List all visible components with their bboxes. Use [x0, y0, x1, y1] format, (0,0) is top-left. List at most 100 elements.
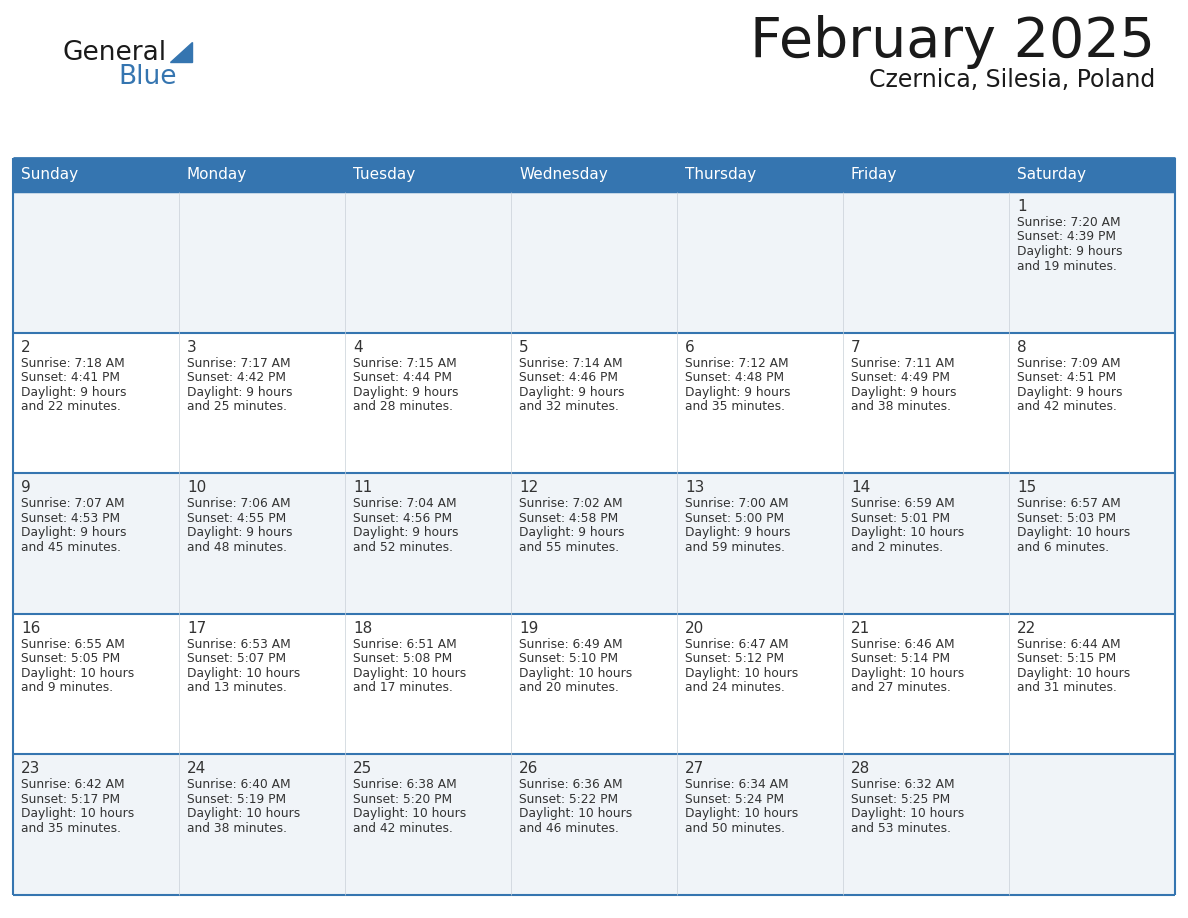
Text: and 38 minutes.: and 38 minutes. [851, 400, 952, 413]
Text: Sunset: 5:17 PM: Sunset: 5:17 PM [21, 793, 120, 806]
Text: 24: 24 [187, 761, 207, 777]
Text: and 17 minutes.: and 17 minutes. [353, 681, 453, 694]
Text: Sunset: 4:46 PM: Sunset: 4:46 PM [519, 371, 618, 384]
Text: and 38 minutes.: and 38 minutes. [187, 822, 287, 834]
Text: Sunrise: 6:46 AM: Sunrise: 6:46 AM [851, 638, 955, 651]
Text: 26: 26 [519, 761, 538, 777]
Text: Daylight: 10 hours: Daylight: 10 hours [353, 666, 466, 680]
Text: Sunrise: 7:20 AM: Sunrise: 7:20 AM [1017, 216, 1120, 229]
Text: Sunset: 5:07 PM: Sunset: 5:07 PM [187, 653, 286, 666]
Text: Daylight: 10 hours: Daylight: 10 hours [519, 808, 632, 821]
Text: Sunset: 4:39 PM: Sunset: 4:39 PM [1017, 230, 1116, 243]
Text: and 35 minutes.: and 35 minutes. [21, 822, 121, 834]
Text: February 2025: February 2025 [750, 15, 1155, 69]
Text: General: General [62, 40, 166, 66]
Text: and 20 minutes.: and 20 minutes. [519, 681, 619, 694]
Text: Sunrise: 7:15 AM: Sunrise: 7:15 AM [353, 356, 456, 370]
Text: 2: 2 [21, 340, 31, 354]
Text: and 2 minutes.: and 2 minutes. [851, 541, 943, 554]
Text: Daylight: 9 hours: Daylight: 9 hours [353, 386, 459, 398]
Text: 12: 12 [519, 480, 538, 495]
Text: Daylight: 9 hours: Daylight: 9 hours [21, 526, 126, 539]
Text: Sunset: 5:19 PM: Sunset: 5:19 PM [187, 793, 286, 806]
Text: Daylight: 9 hours: Daylight: 9 hours [519, 386, 625, 398]
Text: Sunset: 4:48 PM: Sunset: 4:48 PM [685, 371, 784, 384]
Text: and 50 minutes.: and 50 minutes. [685, 822, 785, 834]
Text: Sunrise: 6:47 AM: Sunrise: 6:47 AM [685, 638, 789, 651]
Text: Sunrise: 6:44 AM: Sunrise: 6:44 AM [1017, 638, 1120, 651]
Text: Sunday: Sunday [21, 167, 78, 183]
Text: Sunset: 5:12 PM: Sunset: 5:12 PM [685, 653, 784, 666]
Text: 20: 20 [685, 621, 704, 636]
Bar [677, 158, 843, 192]
Text: Sunrise: 7:11 AM: Sunrise: 7:11 AM [851, 356, 955, 370]
Text: Daylight: 9 hours: Daylight: 9 hours [685, 386, 790, 398]
Text: Daylight: 9 hours: Daylight: 9 hours [1017, 386, 1123, 398]
Text: Sunset: 5:14 PM: Sunset: 5:14 PM [851, 653, 950, 666]
Text: and 48 minutes.: and 48 minutes. [187, 541, 287, 554]
Bar [843, 158, 1009, 192]
Text: 23: 23 [21, 761, 40, 777]
Text: 6: 6 [685, 340, 695, 354]
Text: Sunset: 4:51 PM: Sunset: 4:51 PM [1017, 371, 1116, 384]
Text: and 42 minutes.: and 42 minutes. [353, 822, 453, 834]
Text: Daylight: 10 hours: Daylight: 10 hours [851, 808, 965, 821]
Text: Sunrise: 6:42 AM: Sunrise: 6:42 AM [21, 778, 125, 791]
Text: Sunrise: 6:49 AM: Sunrise: 6:49 AM [519, 638, 623, 651]
Text: Sunrise: 7:04 AM: Sunrise: 7:04 AM [353, 498, 456, 510]
Bar [13, 332, 1175, 473]
Text: and 52 minutes.: and 52 minutes. [353, 541, 453, 554]
Text: Sunrise: 6:38 AM: Sunrise: 6:38 AM [353, 778, 456, 791]
Text: Daylight: 9 hours: Daylight: 9 hours [1017, 245, 1123, 258]
Text: Daylight: 9 hours: Daylight: 9 hours [21, 386, 126, 398]
Text: and 22 minutes.: and 22 minutes. [21, 400, 121, 413]
Text: Sunset: 5:24 PM: Sunset: 5:24 PM [685, 793, 784, 806]
Text: Daylight: 10 hours: Daylight: 10 hours [187, 808, 301, 821]
Text: Daylight: 9 hours: Daylight: 9 hours [851, 386, 956, 398]
Text: Sunset: 5:15 PM: Sunset: 5:15 PM [1017, 653, 1117, 666]
Text: and 53 minutes.: and 53 minutes. [851, 822, 952, 834]
Bar [13, 614, 1175, 755]
Text: Sunrise: 7:09 AM: Sunrise: 7:09 AM [1017, 356, 1120, 370]
Text: Daylight: 10 hours: Daylight: 10 hours [851, 666, 965, 680]
Text: Sunset: 5:03 PM: Sunset: 5:03 PM [1017, 511, 1116, 525]
Bar [1009, 158, 1175, 192]
Text: Sunrise: 7:07 AM: Sunrise: 7:07 AM [21, 498, 125, 510]
Text: Sunset: 4:58 PM: Sunset: 4:58 PM [519, 511, 618, 525]
Polygon shape [170, 42, 192, 62]
Text: 8: 8 [1017, 340, 1026, 354]
Text: Daylight: 10 hours: Daylight: 10 hours [685, 808, 798, 821]
Text: 28: 28 [851, 761, 871, 777]
Text: Monday: Monday [187, 167, 247, 183]
Text: Daylight: 9 hours: Daylight: 9 hours [187, 526, 292, 539]
Text: 10: 10 [187, 480, 207, 495]
Text: Czernica, Silesia, Poland: Czernica, Silesia, Poland [868, 68, 1155, 92]
Text: Sunrise: 6:34 AM: Sunrise: 6:34 AM [685, 778, 789, 791]
Text: 1: 1 [1017, 199, 1026, 214]
Text: Daylight: 9 hours: Daylight: 9 hours [519, 526, 625, 539]
Text: and 32 minutes.: and 32 minutes. [519, 400, 619, 413]
Text: Daylight: 9 hours: Daylight: 9 hours [187, 386, 292, 398]
Text: and 27 minutes.: and 27 minutes. [851, 681, 950, 694]
Text: Sunset: 5:25 PM: Sunset: 5:25 PM [851, 793, 950, 806]
Text: Sunrise: 7:00 AM: Sunrise: 7:00 AM [685, 498, 789, 510]
Text: Daylight: 9 hours: Daylight: 9 hours [685, 526, 790, 539]
Text: Sunrise: 6:51 AM: Sunrise: 6:51 AM [353, 638, 456, 651]
Text: and 6 minutes.: and 6 minutes. [1017, 541, 1110, 554]
Text: Sunset: 4:53 PM: Sunset: 4:53 PM [21, 511, 120, 525]
Text: 22: 22 [1017, 621, 1036, 636]
Bar [13, 192, 1175, 332]
Text: Sunset: 4:49 PM: Sunset: 4:49 PM [851, 371, 950, 384]
Text: Daylight: 10 hours: Daylight: 10 hours [685, 666, 798, 680]
Text: 11: 11 [353, 480, 372, 495]
Text: Sunrise: 7:06 AM: Sunrise: 7:06 AM [187, 498, 291, 510]
Text: Sunrise: 7:17 AM: Sunrise: 7:17 AM [187, 356, 291, 370]
Text: and 9 minutes.: and 9 minutes. [21, 681, 113, 694]
Text: Sunset: 4:44 PM: Sunset: 4:44 PM [353, 371, 451, 384]
Text: and 46 minutes.: and 46 minutes. [519, 822, 619, 834]
Text: 25: 25 [353, 761, 372, 777]
Text: Sunset: 5:05 PM: Sunset: 5:05 PM [21, 653, 120, 666]
Text: and 31 minutes.: and 31 minutes. [1017, 681, 1117, 694]
Text: Sunset: 4:56 PM: Sunset: 4:56 PM [353, 511, 453, 525]
Text: Sunrise: 6:53 AM: Sunrise: 6:53 AM [187, 638, 291, 651]
